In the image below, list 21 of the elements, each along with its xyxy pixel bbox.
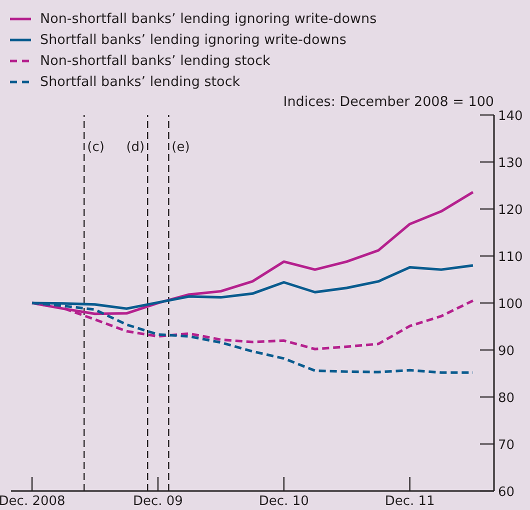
y-tick-label: 140 [498, 109, 523, 124]
y-tick-label: 120 [498, 203, 523, 218]
y-tick-label: 110 [498, 250, 523, 265]
x-tick-label: Dec. 2008 [0, 494, 66, 509]
legend-label: Shortfall banks’ lending stock [40, 74, 240, 90]
ref-line-label: (e) [172, 140, 190, 155]
legend-label: Non-shortfall banks’ lending stock [40, 52, 270, 68]
y-tick-label: 80 [498, 391, 515, 406]
x-tick-label: Dec. 10 [258, 494, 309, 509]
chart-subtitle: Indices: December 2008 = 100 [283, 94, 494, 110]
x-tick-label: Dec. 11 [384, 494, 435, 509]
y-tick-label: 60 [498, 485, 515, 500]
legend-label: Non-shortfall banks’ lending ignoring write-downs [40, 10, 377, 26]
ref-line-label: (c) [87, 140, 104, 155]
legend-label: Shortfall banks’ lending ignoring write-downs [40, 32, 346, 48]
x-tick-label: Dec. 09 [132, 494, 183, 509]
y-tick-label: 130 [498, 156, 523, 171]
y-tick-label: 100 [498, 297, 523, 312]
y-tick-label: 70 [498, 438, 515, 453]
ref-line-label: (d) [126, 140, 145, 155]
y-tick-label: 90 [498, 344, 515, 359]
